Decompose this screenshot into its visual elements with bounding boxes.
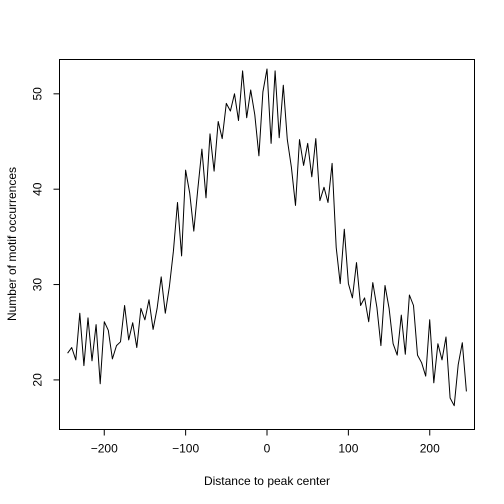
plot-frame xyxy=(59,59,475,430)
x-tick-label: −200 xyxy=(91,442,118,456)
x-tick-label: 0 xyxy=(264,442,271,456)
y-axis-label: Number of motif occurrences xyxy=(5,167,19,321)
y-tick-label: 40 xyxy=(31,182,45,196)
y-tick-label: 20 xyxy=(31,373,45,387)
y-axis: 20 30 40 50 xyxy=(31,87,60,387)
x-axis: −200 −100 0 100 200 xyxy=(91,429,440,456)
y-tick-label: 50 xyxy=(31,87,45,101)
x-tick-label: 100 xyxy=(338,442,358,456)
x-axis-label: Distance to peak center xyxy=(204,474,330,488)
x-tick-label: 200 xyxy=(420,442,440,456)
y-tick-label: 30 xyxy=(31,278,45,292)
x-tick-label: −100 xyxy=(172,442,199,456)
series-line xyxy=(67,68,467,407)
